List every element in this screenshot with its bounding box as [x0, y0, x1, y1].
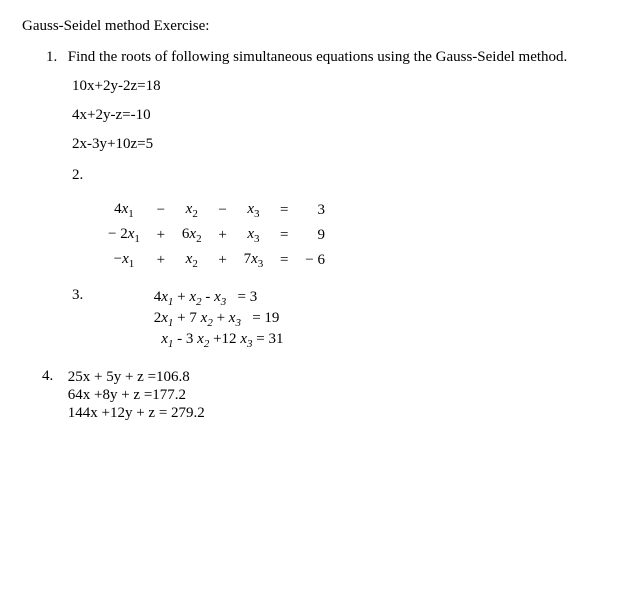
problem-1: 1. Find the roots of following simultane… — [46, 49, 620, 352]
p4-eq3: 144x +12y + z = 279.2 — [68, 405, 205, 422]
sub-4-eqs: 25x + 5y + z =106.8 64x +8y + z =177.2 1… — [68, 368, 205, 423]
sub-4-label: 4. — [42, 368, 64, 385]
p3-eq3: x1 - 3 x2 +12 x3 = 31 — [154, 331, 284, 350]
p4-eq2: 64x +8y + z =177.2 — [68, 387, 205, 404]
p3-eq2: 2x1 + 7 x2 + x3 = 19 — [154, 310, 284, 329]
page-title: Gauss-Seidel method Exercise: — [22, 18, 620, 35]
eq-row: −x1 + x2 + 7x3 = − 6 — [102, 248, 331, 273]
problem-1-number: 1. — [46, 49, 64, 66]
eq-row: 4x1 − x2 − x3 = 3 — [102, 198, 331, 223]
p1-eq2: 4x+2y-z=-10 — [72, 107, 620, 124]
problem-1-text: Find the roots of following simultaneous… — [68, 49, 568, 65]
sub-3-label: 3. — [72, 287, 120, 304]
p1-eq3: 2x-3y+10z=5 — [72, 136, 620, 153]
p3-eq1: 4x1 + x2 - x3 = 3 — [154, 289, 284, 308]
eq-row: − 2x1 + 6x2 + x3 = 9 — [102, 223, 331, 248]
p4-eq1: 25x + 5y + z =106.8 — [68, 369, 205, 386]
sub-3: 3. 4x1 + x2 - x3 = 3 2x1 + 7 x2 + x3 = 1… — [72, 287, 620, 352]
sub-4: 4. 25x + 5y + z =106.8 64x +8y + z =177.… — [42, 368, 620, 423]
p1-eq1: 10x+2y-2z=18 — [72, 78, 620, 95]
aligned-system-2: 4x1 − x2 − x3 = 3 − 2x1 + 6x2 + x3 = 9 −… — [102, 198, 331, 273]
sub-2-label: 2. — [72, 167, 620, 184]
sub-3-eqs: 4x1 + x2 - x3 = 3 2x1 + 7 x2 + x3 = 19 x… — [154, 287, 284, 352]
